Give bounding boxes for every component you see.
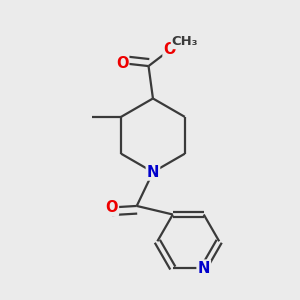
Text: O: O (106, 200, 118, 215)
Text: N: N (147, 165, 159, 180)
Text: O: O (164, 42, 176, 57)
Text: O: O (116, 56, 128, 70)
Text: N: N (197, 261, 210, 276)
Text: CH₃: CH₃ (172, 35, 198, 48)
